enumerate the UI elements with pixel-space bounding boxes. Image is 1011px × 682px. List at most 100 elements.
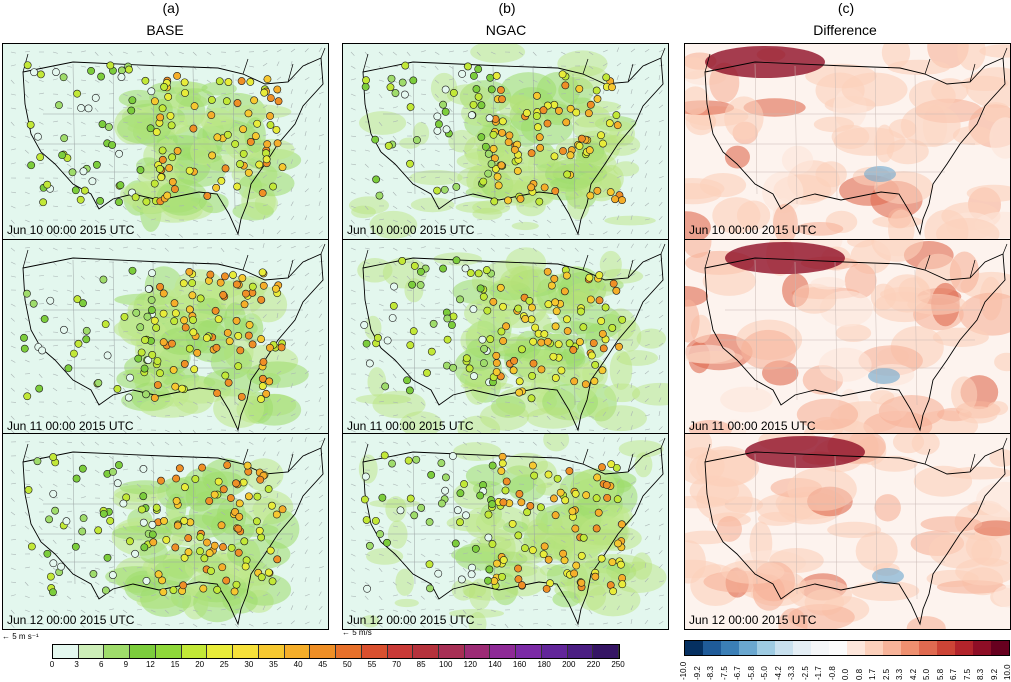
station-dot — [148, 530, 157, 539]
station-dot — [172, 497, 181, 505]
wind-vector — [192, 482, 198, 485]
wind-vector — [276, 300, 281, 305]
colorbar-tick-label: 25 — [219, 660, 229, 669]
wind-vector — [10, 415, 15, 420]
station-dot — [235, 499, 244, 508]
colorbar-swatch — [901, 641, 919, 655]
station-dot — [46, 296, 55, 305]
wind-vector — [164, 316, 170, 319]
station-dot — [464, 62, 472, 71]
station-dot — [361, 472, 370, 481]
colorbar-swatch — [233, 645, 259, 658]
wind-vector — [504, 92, 510, 95]
wind-vector — [136, 107, 142, 111]
station-dot — [575, 337, 584, 346]
wind-vector — [518, 247, 524, 251]
station-dot — [618, 580, 627, 589]
wind-vector — [364, 261, 370, 265]
concentration-patch — [395, 568, 414, 596]
station-dot — [99, 509, 108, 518]
wind-vector — [24, 455, 30, 459]
station-dot — [196, 533, 205, 542]
wind-vector — [588, 261, 594, 265]
station-dot — [449, 452, 457, 460]
station-dot — [472, 85, 481, 93]
station-dot — [571, 489, 580, 498]
station-dot — [456, 295, 464, 304]
station-dot — [59, 73, 68, 82]
wind-vector — [630, 341, 634, 347]
wind-vector — [276, 493, 279, 499]
wind-vector — [304, 427, 310, 431]
wind-vector — [150, 455, 155, 461]
station-dot — [132, 308, 141, 317]
wind-vector — [80, 121, 86, 125]
station-dot — [558, 70, 567, 79]
station-dot — [27, 542, 36, 551]
wind-vector — [588, 233, 594, 235]
station-dot — [474, 65, 483, 73]
station-dot — [190, 102, 199, 111]
wind-vector — [318, 103, 322, 109]
station-dot — [439, 100, 448, 109]
wind-vector — [434, 539, 441, 541]
difference-patch — [951, 376, 978, 413]
station-dot — [278, 163, 287, 172]
station-dot — [523, 508, 532, 517]
wind-vector — [262, 523, 268, 527]
wind-vector — [262, 49, 268, 53]
wind-vector — [276, 61, 280, 67]
wind-vector — [630, 229, 634, 235]
station-dot — [91, 93, 100, 102]
station-dot — [577, 551, 586, 560]
wind-vector — [248, 415, 254, 417]
wind-vector — [262, 215, 266, 221]
wind-vector — [560, 373, 566, 378]
concentration-patch — [465, 464, 506, 488]
wind-vector — [304, 508, 310, 513]
wind-vector — [392, 345, 397, 350]
wind-vector — [136, 191, 142, 195]
station-dot — [278, 505, 287, 514]
wind-vector — [574, 260, 580, 263]
wind-vector — [630, 425, 633, 431]
wind-vector — [304, 159, 309, 165]
station-dot — [57, 562, 65, 571]
wind-vector — [206, 121, 212, 125]
wind-vector — [290, 315, 296, 319]
wind-vector — [350, 623, 356, 627]
wind-vector — [518, 120, 524, 123]
wind-vector — [122, 51, 128, 54]
wind-vector — [448, 205, 454, 209]
wind-vector — [420, 233, 427, 235]
wind-vector — [66, 497, 72, 500]
wind-vector — [66, 552, 72, 555]
difference-patch — [720, 386, 773, 413]
wind-vector — [420, 525, 426, 527]
station-dot — [159, 289, 168, 298]
wind-vector — [644, 230, 650, 235]
station-dot — [49, 453, 58, 461]
wind-vector — [420, 107, 426, 112]
difference-patch — [909, 79, 956, 112]
wind-vector — [150, 149, 156, 152]
wind-vector — [658, 383, 662, 389]
wind-vector — [406, 483, 411, 489]
wind-vector — [406, 121, 412, 126]
wind-vector — [248, 92, 254, 95]
wind-vector — [10, 429, 15, 434]
wind-vector — [602, 271, 606, 277]
wind-vector — [658, 426, 663, 431]
station-dot — [527, 183, 536, 192]
wind-vector — [52, 275, 58, 277]
wind-vector — [318, 619, 322, 625]
colorbar-tick-label: 35 — [269, 660, 278, 669]
station-dot — [362, 76, 370, 85]
station-dot — [498, 117, 507, 126]
station-dot — [527, 394, 536, 403]
station-dot — [126, 373, 134, 382]
wind-vector — [364, 191, 370, 195]
wind-vector — [644, 301, 650, 305]
station-dot — [82, 326, 91, 335]
wind-vector — [290, 605, 294, 611]
